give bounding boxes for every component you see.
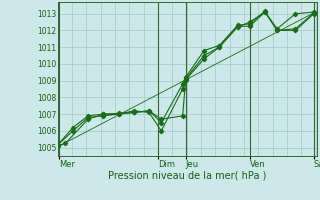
X-axis label: Pression niveau de la mer( hPa ): Pression niveau de la mer( hPa ) xyxy=(108,171,266,181)
